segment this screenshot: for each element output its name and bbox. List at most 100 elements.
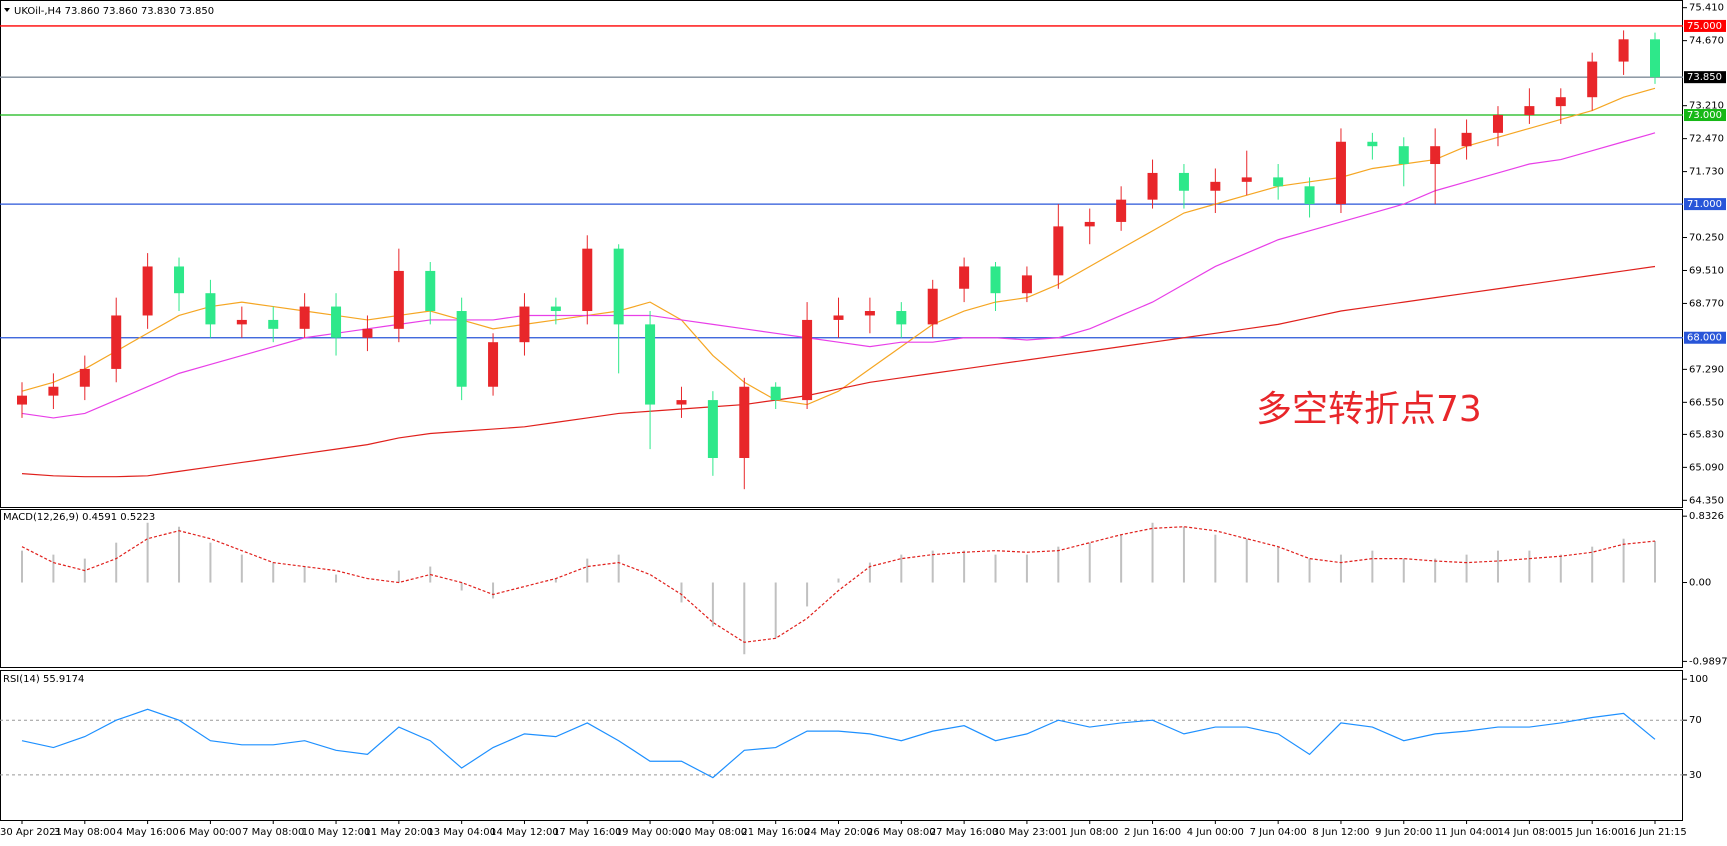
candle-body: [676, 400, 687, 405]
x-tick-label: 14 Jun 08:00: [1498, 827, 1562, 838]
macd-bar: [303, 566, 306, 583]
x-tick-label: 1 Jun 08:00: [1061, 827, 1118, 838]
macd-bar: [711, 582, 714, 627]
macd-bar: [1528, 550, 1531, 583]
y-tick-label: 70.250: [1689, 233, 1724, 244]
macd-bar: [1151, 522, 1154, 583]
macd-bar: [774, 582, 777, 639]
macd-bar: [554, 578, 557, 583]
x-tick-label: 21 May 16:00: [741, 827, 810, 838]
macd-bar: [115, 542, 118, 583]
macd-title: MACD(12,26,9) 0.4591 0.5223: [3, 512, 155, 523]
candle-body: [1178, 172, 1189, 191]
x-tick-label: 27 May 16:00: [930, 827, 999, 838]
level-tag: [1684, 19, 1726, 32]
candle-body: [48, 386, 59, 396]
candle-body: [1273, 177, 1284, 187]
candle-body: [111, 315, 122, 369]
x-tick-label: 4 Jun 00:00: [1187, 827, 1244, 838]
macd-bar: [1088, 542, 1091, 583]
candle-body: [1335, 141, 1346, 205]
candle-body: [833, 315, 844, 320]
candle-body: [1116, 199, 1127, 222]
candle-body: [1021, 275, 1032, 294]
candle-body: [488, 342, 499, 387]
x-tick-label: 7 Jun 04:00: [1250, 827, 1307, 838]
candle-body: [990, 266, 1001, 294]
candle-body: [1492, 115, 1503, 133]
candle-body: [1618, 39, 1629, 62]
macd-bar: [21, 550, 23, 583]
signal-line: [21, 526, 1656, 643]
x-tick-label: 6 May 00:00: [179, 827, 241, 838]
x-tick-label: 11 May 20:00: [365, 827, 434, 838]
candle-body: [613, 248, 624, 325]
y-tick-label: 66.550: [1689, 397, 1724, 408]
candle-body: [1304, 186, 1315, 205]
macd-bar: [146, 522, 149, 583]
level-tag: [1684, 331, 1726, 344]
candle-body: [1430, 146, 1441, 165]
macd-bar: [1591, 546, 1594, 583]
x-tick-label: 17 May 16:00: [553, 827, 622, 838]
macd-bar: [1308, 558, 1311, 583]
candle-body: [739, 386, 750, 459]
y-tick-label: 75.410: [1689, 3, 1724, 14]
candle-body: [425, 270, 436, 312]
candle-body: [268, 319, 279, 329]
candle-body: [896, 311, 907, 325]
macd-bar: [617, 554, 620, 583]
macd-bar: [806, 582, 809, 607]
rsi-title: RSI(14) 55.9174: [3, 674, 84, 685]
candle-body: [142, 266, 153, 316]
candle-body: [645, 324, 656, 405]
candle-body: [1241, 177, 1252, 182]
macd-bar: [178, 526, 181, 583]
candle-body: [550, 306, 561, 312]
macd-bar: [1371, 550, 1374, 583]
y-tick-label: -0.9897: [1689, 656, 1727, 667]
x-tick-label: 3 May 08:00: [54, 827, 116, 838]
menu-icon[interactable]: [4, 8, 10, 12]
rsi-line: [21, 708, 1656, 779]
x-tick-label: 30 Apr 2021: [0, 827, 62, 838]
x-tick-label: 10 May 12:00: [302, 827, 371, 838]
x-tick-label: 20 May 08:00: [679, 827, 748, 838]
y-tick-label: 65.090: [1689, 462, 1724, 473]
y-tick-label: 70: [1689, 715, 1702, 726]
macd-bar: [1057, 546, 1060, 583]
candle-body: [1398, 146, 1409, 165]
level-tag: [1684, 109, 1726, 122]
macd-bar: [1339, 554, 1342, 583]
moving-average: [21, 132, 1656, 419]
x-tick-label: 26 May 08:00: [867, 827, 936, 838]
macd-bar: [1559, 554, 1562, 583]
y-tick-label: 71.730: [1689, 167, 1724, 178]
macd-bar: [586, 558, 589, 583]
candle-body: [1367, 141, 1378, 147]
candle-body: [519, 306, 530, 343]
macd-bar: [963, 550, 966, 583]
candle-body: [707, 400, 718, 459]
candle-body: [1147, 172, 1158, 200]
macd-bar: [1182, 526, 1185, 583]
candle-body: [456, 311, 467, 387]
candle-body: [205, 293, 216, 325]
annotation: 多空转折点73: [1256, 389, 1482, 430]
macd-bar: [460, 582, 463, 591]
candle-body: [236, 319, 247, 325]
candle-body: [959, 266, 970, 289]
rsi-pane: [0, 670, 1683, 821]
macd-bar: [994, 554, 997, 583]
macd-bar: [900, 554, 903, 583]
macd-bar: [1277, 546, 1280, 583]
y-tick-label: 68.770: [1689, 298, 1724, 309]
macd-bar: [837, 578, 840, 583]
macd-bar: [1214, 534, 1217, 583]
candle-body: [79, 368, 90, 387]
macd-bar: [868, 562, 871, 583]
y-tick-label: 67.290: [1689, 364, 1724, 375]
x-tick-label: 15 Jun 16:00: [1560, 827, 1624, 838]
